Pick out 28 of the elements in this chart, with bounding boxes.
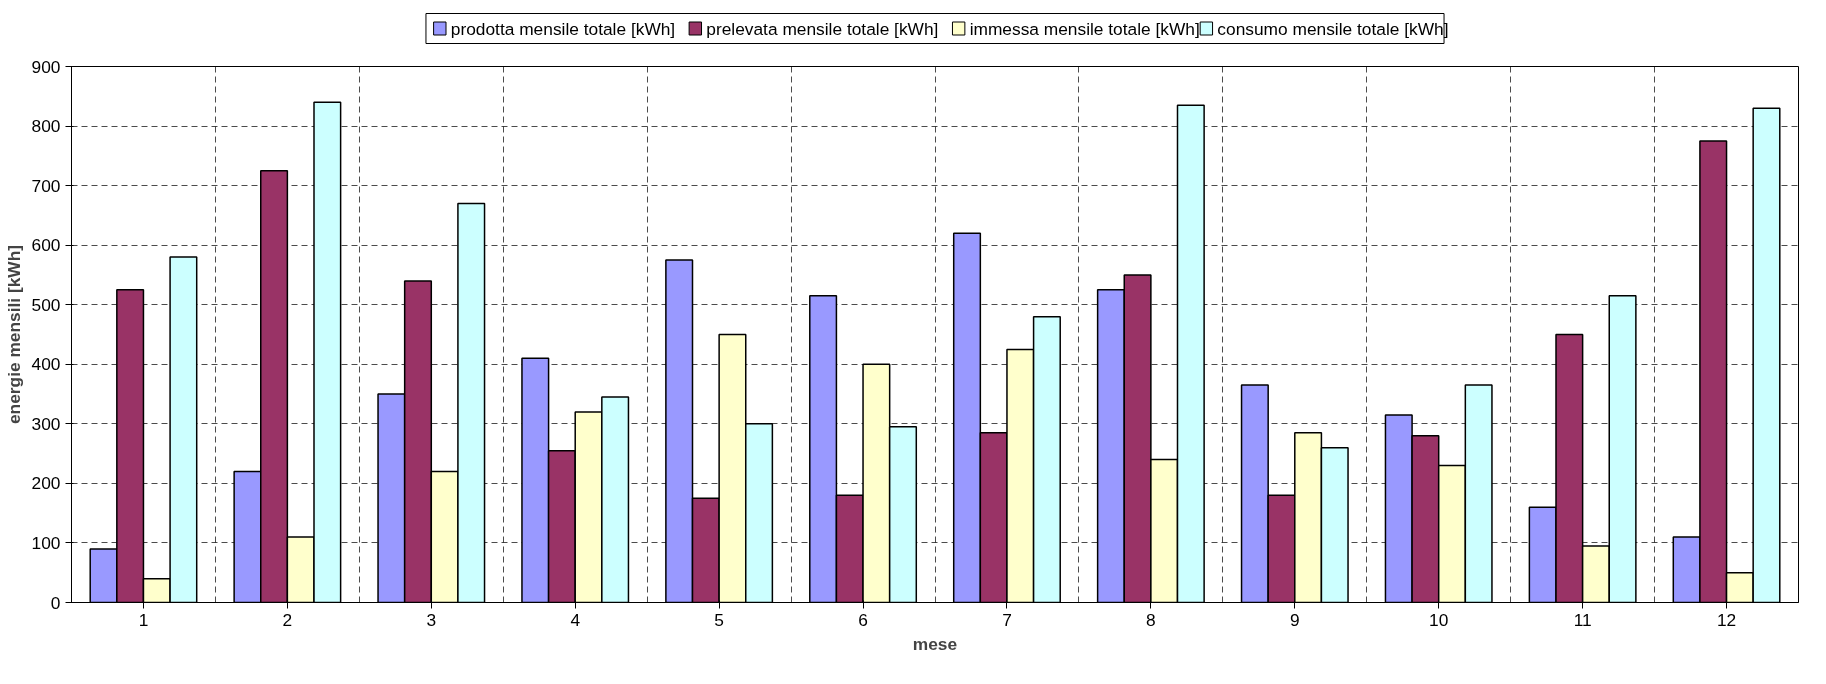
legend-label: consumo mensile totale [kWh] (1217, 18, 1449, 39)
y-tick-label: 0 (50, 592, 61, 613)
y-tick-label: 100 (31, 532, 61, 553)
y-tick-label: 200 (31, 473, 61, 494)
legend-label: prelevata mensile totale [kWh] (706, 18, 939, 39)
x-tick-label: 10 (1429, 609, 1449, 630)
legend-label: prodotta mensile totale [kWh] (450, 18, 676, 39)
y-tick-label: 800 (31, 116, 61, 137)
y-tick-label: 300 (31, 413, 61, 434)
y-tick-label: 700 (31, 175, 61, 196)
y-axis-title: energie mensili [kWh] (3, 244, 24, 425)
x-tick-label: 12 (1716, 609, 1737, 630)
y-tick-label: 400 (31, 354, 61, 375)
x-tick-label: 9 (1289, 609, 1300, 630)
x-tick-label: 5 (714, 609, 724, 630)
y-tick-label: 500 (31, 294, 61, 315)
x-tick-label: 3 (426, 609, 437, 630)
x-tick-label: 7 (1002, 609, 1012, 630)
legend-label: immessa mensile totale [kWh] (969, 18, 1200, 39)
x-tick-label: 11 (1573, 609, 1592, 630)
y-tick-label: 900 (31, 56, 61, 77)
x-axis-title: mese (912, 633, 958, 654)
y-tick-label: 600 (31, 235, 61, 256)
x-tick-label: 6 (858, 609, 868, 630)
x-tick-label: 2 (282, 609, 293, 630)
x-tick-label: 4 (570, 609, 581, 630)
x-tick-label: 1 (138, 609, 149, 630)
x-tick-label: 8 (1146, 609, 1156, 630)
